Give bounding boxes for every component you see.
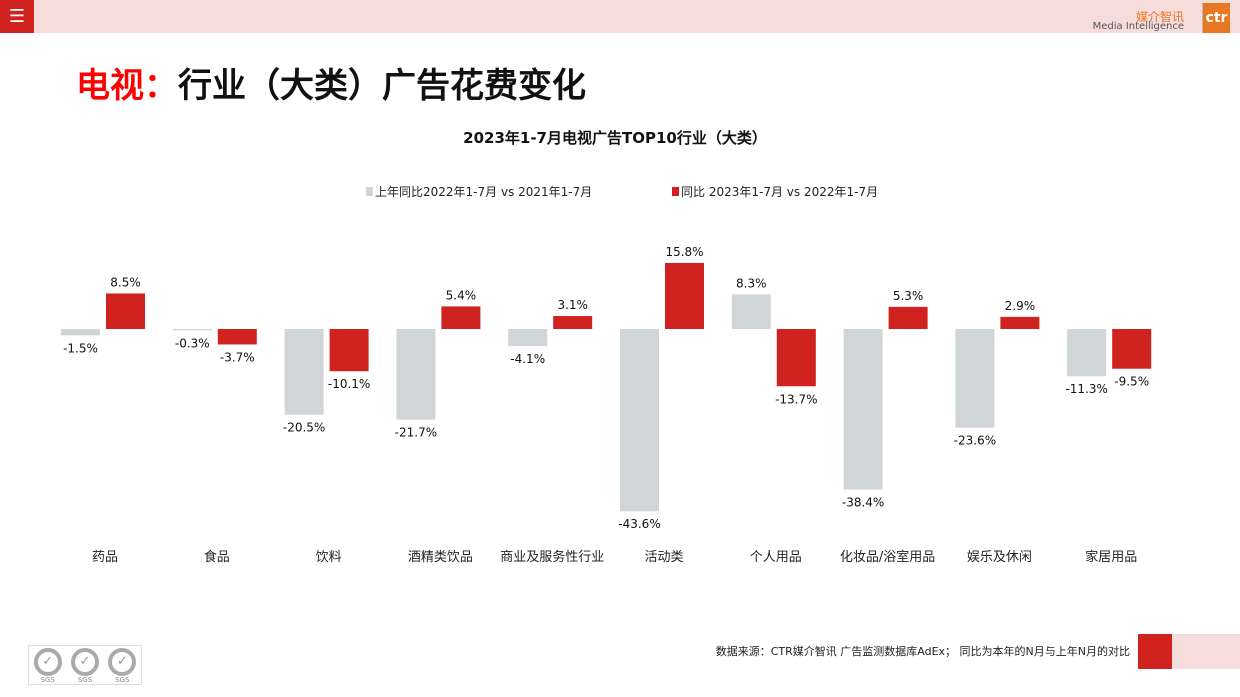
category-label-9: 家居用品 <box>1085 549 1137 565</box>
ctr-logo: ctr <box>1202 3 1230 33</box>
sgs-seal: ✓ SGS <box>70 648 99 684</box>
data-label-0-2: -20.5% <box>283 421 325 435</box>
footer-accent-pink <box>1172 634 1240 669</box>
logo-cn: 媒介智讯 <box>1135 10 1184 24</box>
category-label-3: 酒精类饮品 <box>408 550 473 565</box>
data-label-1-1: -3.7% <box>220 350 255 364</box>
legend-label-1: 同比 2023年1-7月 vs 2022年1-7月 <box>681 185 878 199</box>
data-label-0-1: -0.3% <box>175 336 210 350</box>
logo-en: Media Intelligence <box>1092 21 1184 32</box>
bar-0-4 <box>508 329 548 347</box>
bar-0-6 <box>731 294 771 329</box>
data-label-1-2: -10.1% <box>328 377 370 391</box>
top-bar <box>0 0 1240 33</box>
data-label-0-3: -21.7% <box>395 426 437 440</box>
bar-1-9 <box>1112 329 1152 369</box>
data-label-0-8: -23.6% <box>954 434 996 448</box>
check-seal-icon: ✓ <box>70 648 99 676</box>
data-label-1-9: -9.5% <box>1114 375 1149 389</box>
category-label-7: 化妆品/浴室用品 <box>840 549 935 565</box>
legend-swatch-0 <box>366 187 373 196</box>
bar-chart: 2023年1-7月电视广告TOP10行业（大类） 上年同比2022年1-7月 vs… <box>61 129 1152 565</box>
data-label-0-4: -4.1% <box>510 352 545 366</box>
check-seal-icon: ✓ <box>108 648 137 676</box>
category-label-2: 饮料 <box>316 550 342 565</box>
category-label-1: 食品 <box>204 549 230 565</box>
bar-1-2 <box>329 329 369 372</box>
data-label-0-5: -43.6% <box>618 517 660 531</box>
bar-1-5 <box>665 262 704 329</box>
sgs-seal: ✓ SGS <box>33 648 62 684</box>
data-source-note: 数据来源：CTR媒介智讯 广告监测数据库AdEx； 同比为本年的N月与上年N月的… <box>715 645 1130 658</box>
bar-0-8 <box>955 329 995 428</box>
title-prefix: 电视： <box>76 66 178 106</box>
bar-0-1 <box>172 329 212 331</box>
page-title: 电视：行业（大类）广告花费变化 <box>76 58 586 107</box>
sgs-certification-badges: ✓ SGS ✓ SGS ✓ SGS <box>28 645 142 685</box>
bar-1-1 <box>217 329 257 345</box>
footer-accent-red <box>1138 634 1172 669</box>
category-label-6: 个人用品 <box>750 550 802 565</box>
category-label-5: 活动类 <box>644 550 683 565</box>
data-label-1-4: 3.1% <box>557 298 588 312</box>
title-main: 行业（大类）广告花费变化 <box>178 66 586 106</box>
bar-1-7 <box>888 306 928 329</box>
data-label-0-9: -11.3% <box>1065 382 1107 396</box>
data-label-0-7: -38.4% <box>842 496 884 510</box>
legend-label-0: 上年同比2022年1-7月 vs 2021年1-7月 <box>375 185 592 199</box>
sgs-seal: ✓ SGS <box>108 648 137 684</box>
bar-1-8 <box>1000 316 1040 329</box>
data-label-1-0: 8.5% <box>110 275 141 289</box>
data-label-0-0: -1.5% <box>63 341 98 355</box>
legend-swatch-1 <box>672 187 679 196</box>
data-label-0-6: 8.3% <box>736 276 767 290</box>
data-label-1-6: -13.7% <box>775 392 817 406</box>
bar-0-2 <box>284 329 324 415</box>
menu-button[interactable]: ☰ <box>0 0 34 33</box>
data-label-1-8: 2.9% <box>1005 299 1036 313</box>
bar-1-6 <box>776 329 816 387</box>
bar-0-9 <box>1067 329 1107 377</box>
category-label-0: 药品 <box>92 550 118 565</box>
bar-0-7 <box>843 329 883 490</box>
data-label-1-5: 15.8% <box>665 245 703 259</box>
data-label-1-3: 5.4% <box>446 288 477 302</box>
bar-0-3 <box>396 329 436 420</box>
sgs-label: SGS <box>40 676 55 684</box>
check-seal-icon: ✓ <box>33 648 62 676</box>
category-label-8: 娱乐及休闲 <box>967 550 1032 565</box>
chart-title: 2023年1-7月电视广告TOP10行业（大类） <box>463 129 767 147</box>
sgs-label: SGS <box>77 676 93 684</box>
sgs-label: SGS <box>115 676 130 684</box>
bar-1-3 <box>441 306 481 329</box>
bar-0-0 <box>61 329 100 336</box>
bar-1-0 <box>106 293 145 329</box>
data-label-1-7: 5.3% <box>893 289 924 303</box>
bar-0-5 <box>620 329 659 512</box>
category-label-4: 商业及服务性行业 <box>500 549 604 565</box>
hamburger-icon: ☰ <box>8 6 26 27</box>
bar-1-4 <box>553 316 593 329</box>
